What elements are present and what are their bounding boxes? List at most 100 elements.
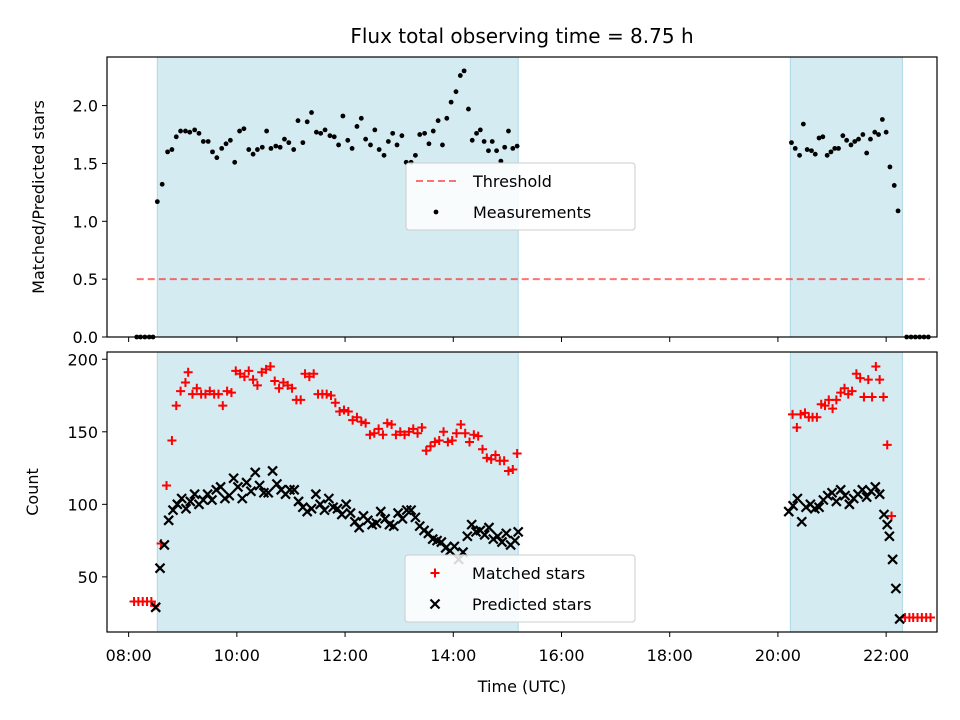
data-point: [237, 128, 242, 134]
data-point: [268, 146, 274, 151]
data-point: [839, 490, 851, 501]
data-point: [864, 150, 870, 156]
data-point: [496, 536, 508, 548]
data-point: [363, 136, 369, 142]
data-point: [883, 129, 889, 135]
data-point: [254, 480, 265, 491]
data-point: [469, 430, 479, 440]
data-point: [319, 504, 330, 516]
x-tick-label: 16:00: [538, 646, 584, 665]
plot-layer: 0.0 0.5 1.0 1.5 2.0 Matched/Predicted stars Th…: [23, 56, 938, 696]
data-point: [844, 137, 850, 143]
data-point: [239, 372, 249, 382]
data-point: [372, 127, 378, 133]
data-point: [187, 389, 197, 399]
data-point: [809, 148, 814, 154]
data-point: [273, 143, 279, 149]
data-point: [264, 128, 270, 134]
data-point: [176, 386, 186, 396]
legend-label: Predicted stars: [472, 595, 592, 614]
data-point: [413, 152, 418, 158]
data-point: [421, 446, 431, 456]
count-panel: 50 100 150 200 08:00 10:00 12:00 14:00 16:00 18:0…: [23, 350, 938, 696]
data-point: [213, 389, 223, 399]
data-point: [381, 152, 387, 158]
data-point: [514, 143, 520, 149]
y-tick-label: 0.5: [73, 270, 98, 289]
legend: Threshold Measurements: [405, 162, 636, 231]
data-point: [792, 422, 802, 432]
legend-marker: [429, 598, 441, 610]
data-point: [871, 362, 881, 372]
data-point: [512, 449, 522, 459]
data-point: [465, 437, 475, 447]
data-point: [479, 529, 490, 541]
data-point: [349, 146, 355, 151]
data-point: [385, 139, 391, 144]
data-point: [430, 437, 440, 447]
data-point: [857, 484, 868, 496]
data-point: [486, 148, 491, 154]
x-axis-label: Time (UTC): [477, 677, 566, 696]
data-point: [812, 412, 822, 422]
data-point: [394, 142, 400, 148]
data-point: [828, 404, 838, 414]
data-point: [875, 375, 885, 385]
data-point: [881, 519, 893, 530]
data-point: [288, 484, 300, 496]
data-point: [859, 392, 869, 402]
ratio-panel: 0.0 0.5 1.0 1.5 2.0 Matched/Predicted stars Th…: [29, 56, 938, 347]
data-point: [816, 135, 822, 141]
observing-window: [789, 56, 903, 338]
data-point: [792, 146, 798, 151]
data-point: [796, 516, 808, 528]
data-point: [215, 481, 226, 493]
data-point: [804, 147, 810, 152]
data-point: [219, 146, 225, 151]
data-point: [863, 375, 873, 385]
data-point: [466, 106, 471, 112]
measurementsseries: [134, 68, 931, 340]
data-point: [812, 151, 818, 157]
data-point: [388, 520, 400, 532]
data-point: [874, 488, 885, 500]
predicted-starsseries: [150, 465, 905, 625]
data-point: [831, 496, 842, 507]
data-point: [210, 149, 215, 155]
data-point: [241, 477, 252, 488]
x-tick-label: 10:00: [214, 646, 260, 665]
data-point: [154, 199, 160, 205]
data-point: [443, 437, 453, 447]
data-point: [265, 362, 275, 372]
data-point: [847, 386, 857, 396]
data-point: [486, 454, 496, 464]
y-axis-label: Count: [23, 468, 42, 516]
data-point: [330, 398, 340, 408]
data-point: [439, 427, 449, 437]
data-point: [304, 119, 310, 125]
data-point: [503, 466, 513, 476]
data-point: [352, 412, 362, 422]
data-point: [895, 208, 901, 214]
data-point: [354, 124, 360, 129]
data-point: [336, 509, 348, 520]
data-point: [824, 395, 834, 405]
data-point: [226, 388, 236, 398]
data-point: [232, 159, 238, 165]
data-point: [499, 456, 509, 466]
data-point: [159, 181, 165, 187]
data-point: [189, 488, 200, 500]
data-point: [797, 152, 802, 158]
data-point: [477, 127, 483, 133]
legend-label: Measurements: [473, 203, 591, 222]
data-point: [246, 147, 252, 152]
data-point: [322, 127, 328, 133]
data-point: [323, 493, 335, 504]
data-point: [462, 530, 473, 542]
data-point: [336, 142, 341, 148]
x-tick-label: 22:00: [863, 646, 909, 665]
data-point: [820, 134, 826, 140]
data-point: [368, 142, 373, 148]
data-point: [205, 139, 211, 144]
data-point: [173, 134, 179, 140]
